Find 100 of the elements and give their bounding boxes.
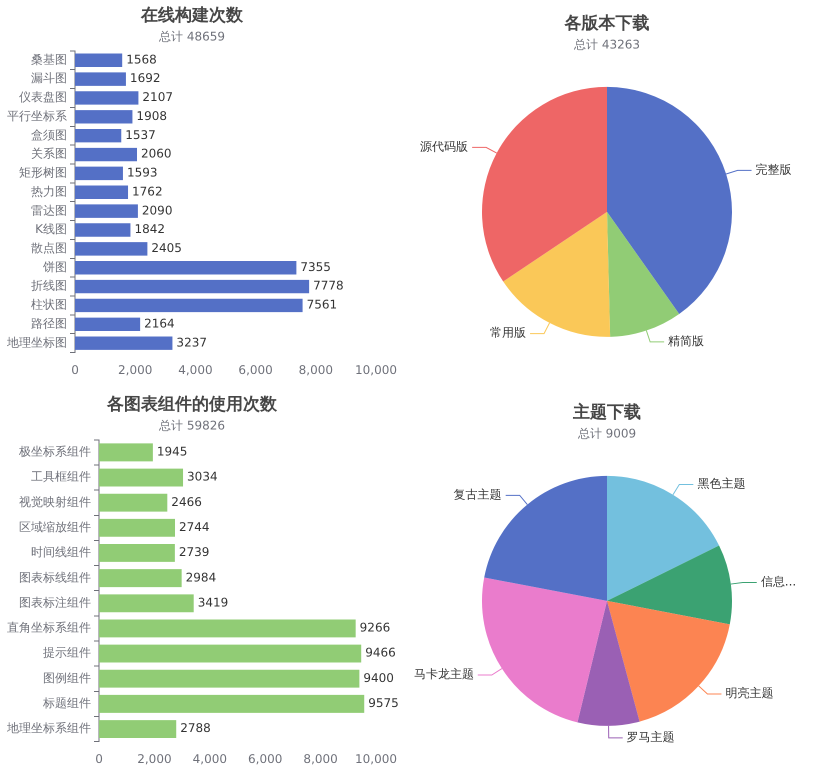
data-label: 2739 — [178, 545, 210, 560]
y-tick-label: 图例组件 — [43, 670, 91, 685]
chart-subtitle: 总计 43263 — [573, 38, 640, 52]
y-tick-label: 折线图 — [31, 278, 67, 293]
bar — [99, 494, 168, 512]
bar — [99, 644, 362, 663]
y-tick-label: 仪表盘图 — [19, 90, 67, 104]
y-tick-label: 饼图 — [42, 260, 67, 274]
y-tick-label: 视觉映射组件 — [19, 494, 91, 509]
data-label: 2788 — [180, 721, 211, 736]
chart-title: 主题下载 — [572, 402, 641, 423]
data-label: 2107 — [142, 90, 173, 104]
data-label: 2466 — [171, 494, 202, 509]
y-tick-label: K线图 — [35, 222, 67, 236]
chart-subtitle: 总计 48659 — [158, 30, 225, 44]
x-tick-label: 10,000 — [355, 362, 398, 377]
data-label: 9466 — [365, 646, 396, 660]
data-label: 7561 — [306, 298, 338, 312]
x-tick-label: 4,000 — [192, 752, 227, 766]
data-label: 9575 — [368, 696, 399, 710]
y-tick-label: 直角坐标系组件 — [7, 620, 91, 635]
y-tick-label: 散点图 — [31, 240, 67, 255]
bar — [75, 110, 132, 124]
chart-title: 各图表组件的使用次数 — [106, 394, 278, 415]
y-tick-label: 柱状图 — [31, 298, 67, 312]
bar — [99, 594, 194, 612]
y-tick-label: 标题组件 — [42, 696, 91, 710]
data-label: 3419 — [198, 595, 228, 610]
x-tick-label: 6,000 — [238, 362, 273, 377]
y-tick-label: 关系图 — [31, 146, 67, 161]
y-tick-label: 盒须图 — [31, 128, 67, 142]
slice-label: 黑色主题 — [697, 476, 746, 491]
bar — [75, 223, 130, 237]
data-label: 9266 — [360, 620, 390, 635]
x-tick-label: 2,000 — [137, 752, 172, 766]
bar — [75, 204, 138, 218]
data-label: 2405 — [151, 240, 182, 255]
y-tick-label: 图表标注组件 — [19, 595, 91, 610]
slice-label: 罗马主题 — [626, 730, 675, 744]
data-label: 1908 — [136, 108, 167, 123]
slice-label: 明亮主题 — [725, 686, 774, 700]
bar — [99, 694, 364, 713]
bar — [75, 128, 122, 142]
slice-label: 信息... — [760, 574, 796, 589]
data-label: 2744 — [179, 520, 210, 534]
bar — [99, 670, 360, 688]
data-label: 2164 — [144, 316, 175, 330]
y-tick-label: 地理坐标系组件 — [6, 721, 91, 736]
x-tick-label: 0 — [95, 752, 103, 766]
slice-label: 完整版 — [756, 162, 792, 177]
data-label: 3237 — [176, 335, 207, 350]
x-tick-label: 6,000 — [248, 752, 282, 766]
bar — [75, 298, 303, 312]
data-label: 1842 — [134, 222, 165, 236]
data-label: 1537 — [125, 128, 156, 142]
x-tick-label: 4,000 — [178, 362, 213, 377]
bar — [99, 619, 356, 638]
data-label: 7778 — [313, 278, 344, 293]
slice-label: 马卡龙主题 — [414, 667, 474, 682]
y-tick-label: 提示组件 — [43, 646, 91, 660]
data-label: 1692 — [130, 71, 160, 86]
y-tick-label: 桑基图 — [31, 52, 67, 66]
data-label: 1568 — [126, 52, 157, 66]
bar — [75, 242, 148, 256]
bar — [99, 569, 182, 588]
bar — [75, 336, 172, 350]
data-label: 3034 — [187, 470, 218, 484]
bar — [75, 91, 138, 105]
data-label: 1762 — [132, 184, 163, 198]
slice-label: 常用版 — [490, 326, 526, 340]
bar — [99, 518, 176, 537]
y-tick-label: 漏斗图 — [31, 71, 67, 86]
bar — [75, 166, 123, 180]
x-tick-label: 10,000 — [355, 752, 398, 766]
y-tick-label: 时间线组件 — [31, 545, 91, 560]
bar — [75, 280, 310, 294]
data-label: 1945 — [156, 444, 188, 458]
x-tick-label: 8,000 — [303, 752, 338, 766]
bar — [75, 318, 140, 332]
slice-label: 源代码版 — [420, 140, 468, 154]
y-tick-label: 极坐标系组件 — [18, 444, 91, 458]
data-label: 2090 — [142, 203, 172, 218]
bar — [99, 468, 184, 486]
bar — [75, 261, 296, 274]
bar — [75, 72, 126, 86]
data-label: 7355 — [300, 260, 331, 274]
y-tick-label: 地理坐标图 — [6, 335, 67, 350]
x-tick-label: 0 — [71, 362, 79, 377]
y-tick-label: 路径图 — [31, 316, 67, 330]
y-tick-label: 热力图 — [31, 184, 67, 198]
bar — [99, 544, 175, 562]
data-label: 2984 — [186, 570, 216, 584]
data-label: 2060 — [141, 146, 172, 161]
y-tick-label: 平行坐标系 — [7, 108, 67, 123]
chart-title: 在线构建次数 — [140, 6, 244, 26]
y-tick-label: 工具框组件 — [31, 470, 91, 484]
bar — [75, 54, 122, 67]
bar — [99, 720, 176, 738]
x-tick-label: 8,000 — [298, 362, 333, 377]
data-label: 9400 — [363, 670, 394, 685]
